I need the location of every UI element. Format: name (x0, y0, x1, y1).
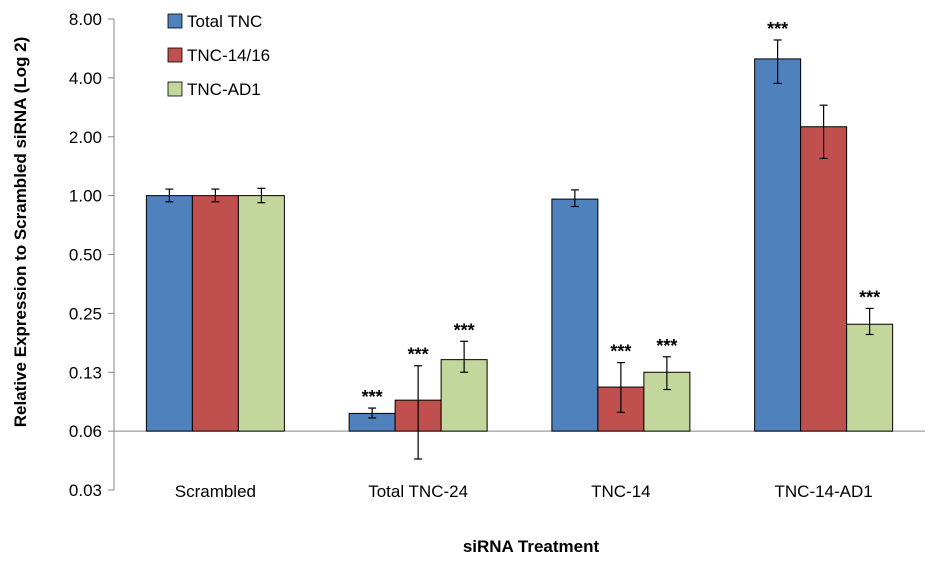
y-tick-label: 2.00 (69, 128, 102, 147)
x-axis: Scrambled Total TNC-24 TNC-14 TNC-14-AD1 (114, 430, 925, 501)
significance-label: *** (408, 345, 429, 365)
y-axis: 0.03 0.06 0.13 0.25 0.50 1.00 2.00 4.00 8.00 (69, 10, 115, 500)
y-tick-label: 0.03 (69, 481, 102, 500)
legend-swatch (167, 81, 183, 97)
y-tick-label: 0.25 (69, 304, 102, 323)
significance-label: *** (656, 336, 677, 356)
error-bar-group (165, 39, 874, 460)
bar (145, 195, 193, 432)
bar (800, 126, 848, 432)
y-axis-title: Relative Expression to Scrambled siRNA (… (11, 37, 30, 427)
significance-label: *** (859, 287, 880, 307)
bar (191, 195, 239, 432)
x-category-label: TNC-14-AD1 (775, 482, 873, 501)
y-tick-label: 0.50 (69, 246, 102, 265)
y-tick-label: 0.06 (69, 422, 102, 441)
y-tick-label: 8.00 (69, 10, 102, 29)
y-tick-label: 1.00 (69, 187, 102, 206)
y-tick-label: 0.13 (69, 363, 102, 382)
bar (846, 323, 894, 432)
x-category-label: Scrambled (175, 482, 256, 501)
legend: Total TNC TNC-14/16 TNC-AD1 (167, 12, 270, 99)
significance-label: *** (767, 19, 788, 39)
x-category-label: TNC-14 (591, 482, 651, 501)
bar (237, 195, 285, 432)
y-tick-label: 4.00 (69, 69, 102, 88)
bar (551, 198, 599, 432)
legend-swatch (167, 47, 183, 63)
significance-label-group: *** *** *** *** *** *** *** (362, 19, 881, 407)
legend-label: TNC-14/16 (187, 46, 270, 65)
legend-swatch (167, 13, 183, 29)
significance-label: *** (610, 342, 631, 362)
x-axis-title: siRNA Treatment (463, 537, 600, 556)
legend-label: Total TNC (187, 12, 262, 31)
legend-label: TNC-AD1 (187, 80, 261, 99)
bar (754, 58, 802, 432)
bar-series-group (145, 58, 894, 432)
significance-label: *** (454, 320, 475, 340)
x-category-label: Total TNC-24 (368, 482, 468, 501)
significance-label: *** (362, 387, 383, 407)
